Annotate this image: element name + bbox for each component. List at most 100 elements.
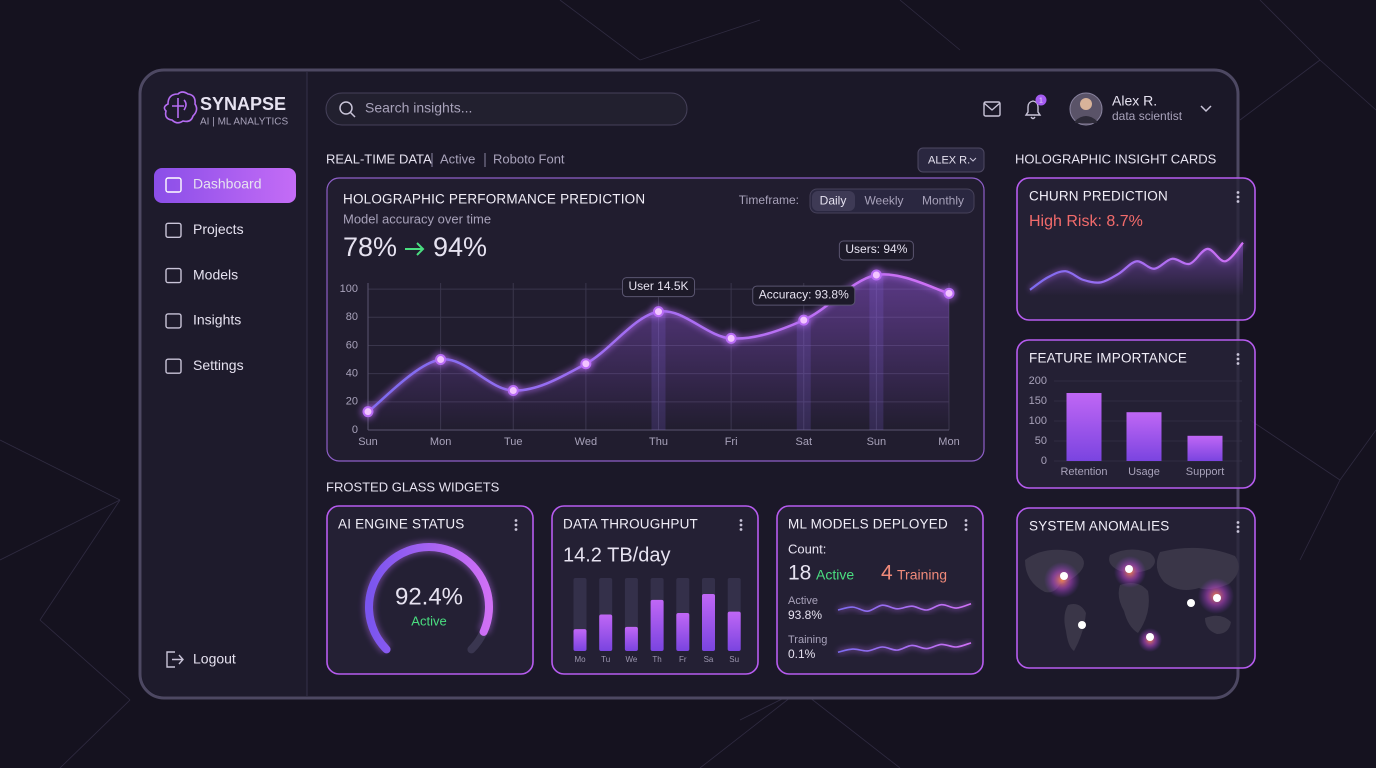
x-tick-label: Mo [574,655,586,664]
menu-dot [1236,191,1240,194]
bar [1066,393,1102,461]
point [798,314,810,326]
training-label: Training [788,634,827,646]
annotation-label: User 14.5K [628,279,688,293]
point [362,406,374,418]
sparkline [837,642,972,653]
anomaly-pins [1044,556,1234,652]
menu-dot [964,523,968,527]
search-icon-handle [349,111,356,118]
nav-item[interactable]: Insights [193,312,241,328]
menu-dot [1236,530,1240,533]
search-placeholder: Search insights... [365,100,472,116]
x-tick-label: Tue [504,436,523,448]
user-filter-label: ALEX R. [928,154,970,166]
bar [624,626,638,651]
annotation-box [752,285,856,306]
bell-icon[interactable] [1024,100,1042,120]
training-word: Training [897,567,947,583]
nav-item[interactable]: Settings [193,357,244,373]
section-title: HOLOGRAPHIC INSIGHT CARDS [1015,151,1217,166]
dropdown-chevron [969,157,977,162]
y-tick-label: 20 [346,396,358,408]
throughput-headline: 14.2 TB/day [563,544,670,566]
x-tick-label: We [625,655,637,664]
menu-dot [1236,200,1240,203]
x-tick-label: Th [652,655,661,664]
brand-name: SYNAPSE [200,94,286,114]
y-tick-label: 80 [346,311,358,323]
brand-logo [163,91,198,124]
bar [573,629,587,651]
logout-link[interactable]: Logout [193,651,236,667]
sidebar [142,72,307,696]
menu-dot [514,519,518,522]
annotation-box [621,277,696,298]
card-title: AI ENGINE STATUS [338,517,464,532]
nav-menu: Dashboard Projects Models Insights Settings [154,168,296,374]
training-value: 0.1% [788,647,816,661]
card-title: DATA THROUGHPUT [563,517,698,532]
x-tick-label: Retention [1060,466,1107,478]
x-tick-label: Tu [601,655,610,664]
user-name: Alex R. [1112,93,1157,109]
y-tick-label: 200 [1029,375,1047,387]
x-tick-label: Thu [649,436,668,448]
user-menu-chevron[interactable] [1200,105,1212,113]
x-tick-label: Sun [358,436,378,448]
bar [1187,435,1223,461]
x-tick-label: Mon [938,436,959,448]
timeframe-options: Daily Weekly Monthly [820,194,964,208]
notification-badge [1035,94,1047,106]
bar [599,614,613,651]
card-title: ML MODELS DEPLOYED [788,517,948,532]
active-word: Active [816,567,854,583]
x-tick-label: Sa [704,655,714,664]
avatar-body [1075,116,1097,123]
point [870,269,882,281]
x-tick-label: Sat [795,436,812,448]
y-tick-label: 0 [352,424,358,436]
timeframe-option[interactable]: Daily [820,194,847,208]
status-active: Active [440,151,475,166]
point [943,287,955,299]
nav-item[interactable]: Projects [193,221,244,237]
timeframe-option[interactable]: Weekly [864,194,903,208]
menu-dot [1236,521,1240,524]
highlight-column [869,275,884,430]
churn-sparkline [1028,240,1245,296]
y-tick-label: 40 [346,368,358,380]
bar [676,613,690,651]
nav-item[interactable]: Models [193,266,238,282]
nav-item[interactable]: Dashboard [193,176,262,192]
search-box[interactable] [325,92,688,126]
mail-icon[interactable] [983,101,1001,117]
training-count: 4 [881,562,893,585]
menu-dot [514,528,518,531]
nav-icon [165,267,182,284]
x-tick-label: Usage [1128,466,1160,478]
x-tick-label: Su [729,655,739,664]
chart-subtitle: Model accuracy over time [343,211,491,226]
annotation-box [838,240,914,261]
card-title: SYSTEM ANOMALIES [1029,519,1170,534]
y-tick-label: 0 [1041,455,1047,467]
search-icon [339,101,353,115]
menu-dot [1236,353,1240,356]
annotation-label: Users: 94% [845,242,907,256]
performance-plot: Sun Mon Tue Wed Thu Fri Sat Sun Mon 0 20 40 60 80 100 U… [340,240,960,448]
user-filter-button[interactable] [917,147,985,173]
bar [1126,412,1162,461]
menu-dot [964,528,968,531]
churn-risk: High Risk: 8.7% [1029,213,1143,230]
kpi-to: 94% [433,232,487,262]
logout-icon [166,651,184,668]
avatar-face [1080,98,1092,110]
status-font: Roboto Font [493,151,565,166]
menu-dot [739,523,743,527]
y-tick-label: 150 [1029,395,1047,407]
timeframe-option[interactable]: Monthly [922,194,964,208]
engine-gauge [363,541,495,654]
menu-dot [514,523,518,527]
x-tick-label: Fr [679,655,687,664]
